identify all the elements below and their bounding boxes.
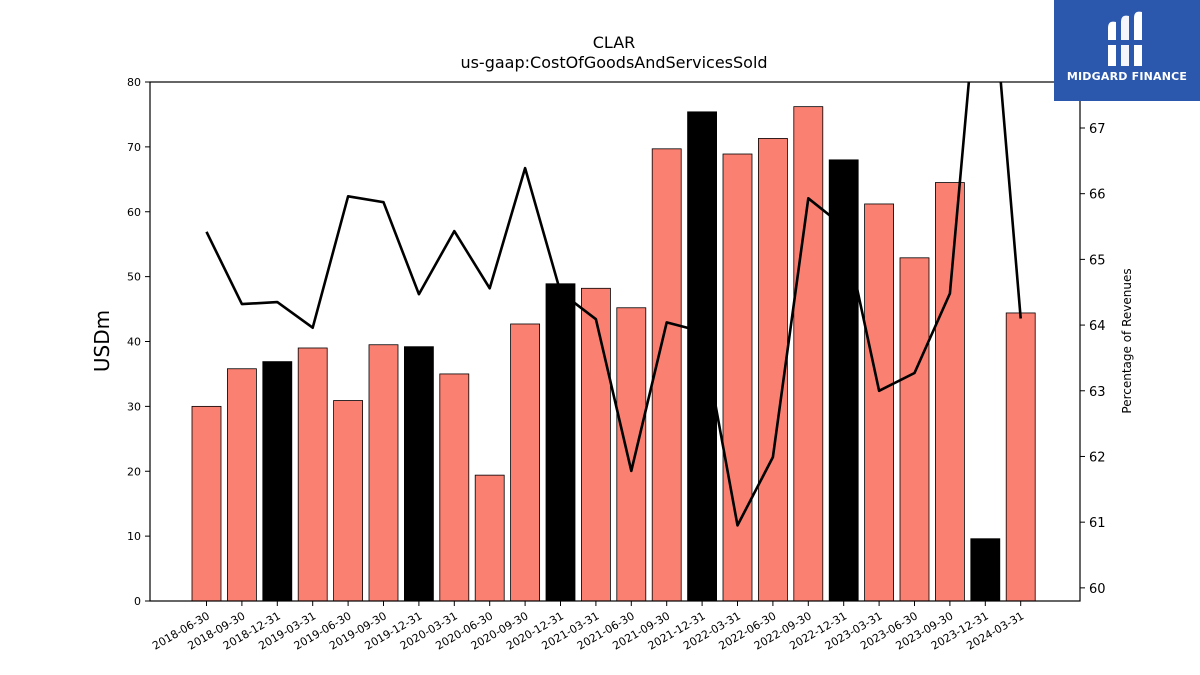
logo-mark-icon — [1108, 11, 1142, 67]
bar-2021-12-31 — [687, 111, 717, 602]
bar-2021-03-31 — [581, 287, 611, 602]
chart-subtitle: us-gaap:CostOfGoodsAndServicesSold — [460, 53, 767, 72]
y2-tick-label: 61 — [1089, 516, 1106, 531]
bars — [191, 106, 1036, 602]
bar-2018-09-30 — [226, 368, 257, 602]
bar-2020-12-31 — [545, 283, 576, 602]
bar-2020-03-31 — [439, 373, 470, 602]
y2-tick-label: 66 — [1089, 188, 1106, 203]
y2-tick-label: 67 — [1089, 122, 1106, 137]
line-layer — [205, 82, 1022, 527]
y-axis-label: USDm — [90, 310, 114, 372]
y-axis-right: 60 61 62 63 64 65 66 67 — [1080, 122, 1106, 597]
y-tick-label: 20 — [127, 465, 141, 478]
y2-tick-label: 60 — [1089, 582, 1106, 597]
y2-tick-label: 65 — [1089, 253, 1106, 268]
bar-2022-09-30 — [793, 106, 824, 602]
y-tick-label: 50 — [127, 271, 141, 284]
y2-tick-label: 64 — [1089, 319, 1106, 334]
y-tick-label: 0 — [134, 595, 141, 608]
bar-2021-06-30 — [616, 307, 647, 602]
bar-2024-03-31 — [1005, 312, 1036, 602]
bar-2018-12-31 — [262, 361, 293, 602]
logo-text: MIDGARD FINANCE — [1066, 70, 1188, 83]
y-axis-left: 0 10 20 30 40 50 60 70 80 — [127, 76, 150, 608]
y-tick-label: 60 — [127, 206, 141, 219]
x-axis: 2018-06-302018-09-302018-12-312019-03-31… — [150, 601, 1026, 653]
chart-title: CLAR — [593, 33, 636, 52]
brand-logo: MIDGARD FINANCE — [1054, 0, 1200, 101]
bar-2019-03-31 — [297, 347, 328, 602]
y-tick-label: 70 — [127, 141, 141, 154]
bar-2018-06-30 — [191, 405, 222, 602]
y2-tick-label: 63 — [1089, 385, 1106, 400]
bar-2020-06-30 — [474, 474, 505, 602]
bar-2023-03-31 — [864, 203, 894, 602]
y2-axis-label: Percentage of Revenues — [1120, 268, 1134, 413]
bar-2019-09-30 — [368, 344, 399, 602]
bar-2022-06-30 — [758, 138, 788, 602]
bar-2022-03-31 — [722, 153, 753, 602]
y-tick-label: 10 — [127, 530, 141, 543]
bar-2023-06-30 — [899, 257, 930, 602]
y-tick-label: 80 — [127, 76, 141, 89]
bar-2020-09-30 — [510, 323, 541, 602]
percentage-line — [205, 82, 1022, 527]
bar-2019-12-31 — [403, 346, 434, 602]
bar-2023-09-30 — [935, 182, 965, 602]
bar-2019-06-30 — [333, 400, 364, 602]
y2-tick-label: 62 — [1089, 450, 1106, 465]
y-tick-label: 30 — [127, 400, 141, 413]
bar-2022-12-31 — [828, 159, 859, 602]
bar-2021-09-30 — [651, 148, 682, 602]
y-tick-label: 40 — [127, 336, 141, 349]
bar-2023-12-31 — [970, 538, 1001, 602]
